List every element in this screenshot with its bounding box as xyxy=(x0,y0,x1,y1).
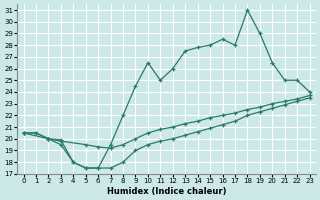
X-axis label: Humidex (Indice chaleur): Humidex (Indice chaleur) xyxy=(107,187,226,196)
